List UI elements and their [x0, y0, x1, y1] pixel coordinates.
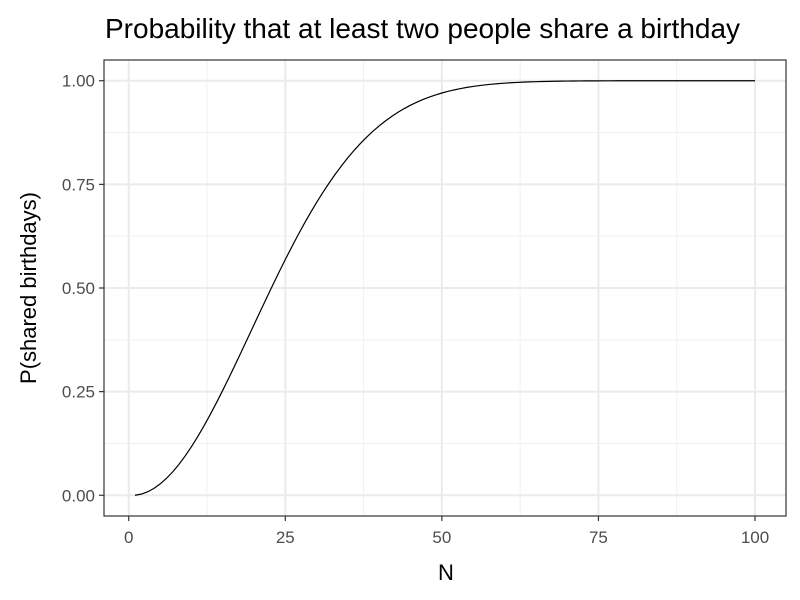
probability-line [134, 80, 755, 496]
x-tick-label: 50 [432, 528, 451, 547]
x-tick-label: 75 [589, 528, 608, 547]
x-tick-label: 0 [124, 528, 133, 547]
y-tick-label: 0.75 [62, 175, 95, 194]
grid-major [104, 60, 786, 516]
y-tick-label: 0.25 [62, 383, 95, 402]
x-axis-title: N [438, 560, 454, 585]
y-tick-label: 0.00 [62, 486, 95, 505]
y-tick-label: 0.50 [62, 279, 95, 298]
y-tick-label: 1.00 [62, 72, 95, 91]
x-axis-ticks: 0 25 50 75 100 [124, 516, 769, 547]
chart-title: Probability that at least two people sha… [105, 13, 740, 44]
y-axis-ticks: 0.00 0.25 0.50 0.75 1.00 [62, 72, 104, 505]
y-axis-title: P(shared birthdays) [16, 192, 41, 384]
x-tick-label: 25 [276, 528, 295, 547]
x-tick-label: 100 [741, 528, 769, 547]
